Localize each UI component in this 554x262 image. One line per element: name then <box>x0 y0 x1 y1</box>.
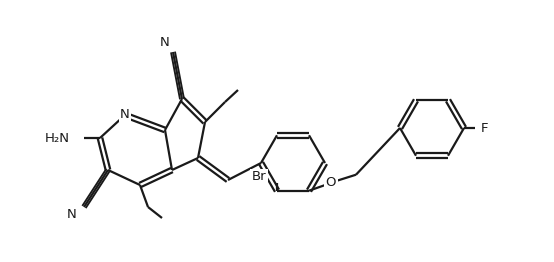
Text: N: N <box>160 35 170 48</box>
Text: O: O <box>326 176 336 189</box>
Text: F: F <box>480 122 488 134</box>
Text: Br: Br <box>252 170 266 183</box>
Text: N: N <box>67 209 77 221</box>
Text: N: N <box>120 108 130 122</box>
Text: H₂N: H₂N <box>45 132 70 145</box>
